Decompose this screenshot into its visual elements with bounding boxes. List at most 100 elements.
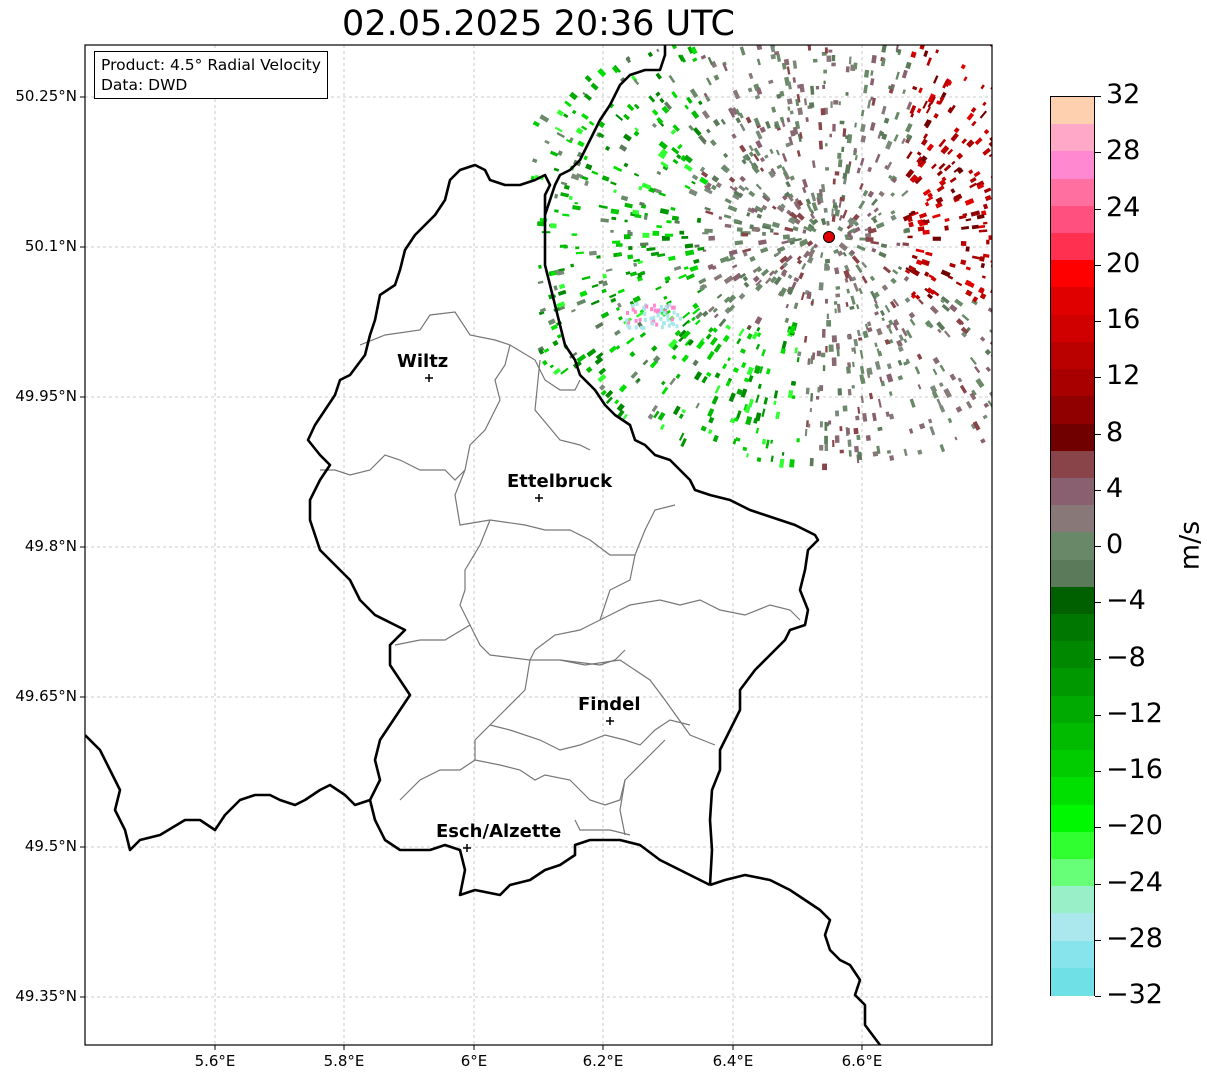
radar-echo — [698, 277, 707, 285]
radar-echo — [818, 140, 823, 150]
radar-echo — [746, 366, 754, 376]
radar-echo — [713, 343, 722, 353]
radar-echo — [893, 319, 900, 326]
radar-echo — [598, 204, 608, 209]
radar-echo — [742, 154, 749, 162]
radar-echo — [641, 182, 652, 190]
radar-echo — [940, 145, 950, 155]
radar-echo — [651, 404, 659, 413]
radar-echo — [710, 31, 715, 39]
radar-echo — [883, 117, 890, 124]
radar-echo — [789, 240, 795, 246]
radar-echo — [834, 171, 840, 176]
radar-echo — [762, 193, 771, 203]
radar-echo — [793, 237, 802, 242]
radar-echo — [709, 336, 718, 346]
radar-echo — [745, 453, 749, 458]
radar-echo — [594, 356, 604, 365]
radar-echo — [878, 190, 885, 198]
radar-echo — [769, 276, 777, 284]
radar-echo — [610, 229, 614, 233]
radar-echo — [823, 80, 826, 85]
radar-echo — [645, 304, 649, 309]
radar-echo — [620, 195, 629, 202]
radar-echo — [678, 329, 687, 338]
radar-echo — [1034, 182, 1043, 188]
radar-echo — [916, 353, 923, 360]
radar-echo — [1039, 294, 1046, 300]
radar-echo — [888, 319, 894, 326]
radar-echo — [781, 166, 787, 173]
radar-echo — [839, 196, 846, 202]
radar-echo — [982, 414, 988, 420]
radar-echo — [739, 46, 746, 56]
radar-echo — [672, 310, 676, 315]
radar-echo — [859, 365, 865, 375]
radar-echo — [1010, 339, 1019, 347]
radar-echo — [789, 325, 796, 334]
radar-echo — [537, 280, 544, 285]
radar-echo — [851, 385, 855, 389]
radar-echo — [576, 353, 587, 363]
radar-echo — [1095, 233, 1098, 237]
radar-echo — [725, 324, 732, 330]
radar-echo — [826, 220, 829, 226]
radar-echo — [780, 203, 786, 209]
radar-echo — [867, 321, 872, 327]
radar-echo — [735, 117, 742, 124]
radar-echo — [758, 239, 767, 246]
radar-echo — [845, 92, 849, 96]
radar-echo — [683, 266, 689, 271]
radar-echo — [965, 246, 970, 252]
colorbar-tick-mark — [1095, 96, 1101, 97]
radar-echo — [844, 164, 851, 174]
radar-echo — [997, 287, 1006, 294]
radar-echo — [909, 318, 916, 326]
radar-echo — [845, 135, 849, 140]
radar-echo — [1140, 271, 1148, 276]
radar-echo — [915, 259, 923, 266]
radar-echo — [761, 438, 767, 445]
radar-echo — [853, 221, 860, 227]
radar-echo — [807, 423, 811, 428]
radar-echo — [568, 195, 573, 201]
radar-echo — [897, 359, 903, 366]
radar-echo — [1026, 243, 1030, 245]
radar-echo — [874, 153, 881, 163]
colorbar-segment — [1051, 151, 1094, 180]
radar-echo — [579, 290, 588, 298]
radar-echo — [585, 366, 593, 374]
colorbar-tick-label: −4 — [1106, 585, 1146, 617]
radar-echo — [613, 165, 623, 173]
radar-echo — [923, 50, 929, 58]
colorbar-tick-mark — [1095, 321, 1101, 322]
radar-echo — [951, 160, 956, 165]
radar-echo — [930, 96, 936, 105]
radar-echo — [1101, 183, 1111, 190]
radar-echo — [837, 152, 842, 159]
radar-echo — [1096, 323, 1103, 328]
radar-echo — [836, 303, 841, 313]
radar-echo — [896, 242, 901, 247]
radar-echo — [874, 342, 878, 348]
radar-echo — [560, 192, 570, 198]
radar-echo — [681, 408, 687, 414]
radar-echo — [978, 229, 988, 233]
radar-echo — [812, 58, 818, 63]
radar-echo — [833, 100, 839, 105]
lat-label: 49.95°N — [15, 387, 77, 405]
radar-echo — [676, 153, 682, 160]
radar-echo — [700, 54, 707, 60]
radar-echo — [678, 273, 687, 280]
radar-echo — [793, 302, 799, 310]
radar-echo — [841, 146, 845, 153]
radar-echo — [998, 432, 1003, 438]
radar-echo — [873, 298, 878, 305]
radar-echo — [755, 140, 763, 149]
radar-echo — [608, 345, 618, 354]
radar-echo — [905, 133, 911, 139]
radar-echo — [993, 108, 1002, 118]
radar-echo — [931, 390, 939, 399]
radar-echo — [862, 330, 869, 339]
